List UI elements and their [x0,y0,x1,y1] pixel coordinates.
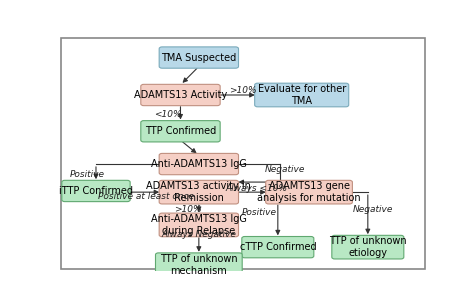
Text: ADAMTS13 activity in
Remission: ADAMTS13 activity in Remission [146,181,251,203]
Text: Positive: Positive [69,170,104,179]
Text: ADAMTS13 gene
analysis for mutation: ADAMTS13 gene analysis for mutation [257,181,361,203]
Text: Always Negative: Always Negative [162,230,236,239]
Text: >10%: >10% [174,205,201,214]
Text: iTTP Confirmed: iTTP Confirmed [59,186,133,196]
Text: Positive at least once: Positive at least once [98,192,194,201]
FancyBboxPatch shape [62,180,130,202]
Text: TMA Suspected: TMA Suspected [161,53,237,63]
Text: TTP of unknown
etiology: TTP of unknown etiology [329,236,407,258]
Text: Anti-ADAMTS13 IgG: Anti-ADAMTS13 IgG [151,159,247,169]
FancyBboxPatch shape [159,213,238,237]
FancyBboxPatch shape [242,237,314,258]
Text: <10%: <10% [154,110,182,119]
Text: Evaluate for other
TMA: Evaluate for other TMA [257,84,346,106]
FancyBboxPatch shape [159,154,238,175]
FancyBboxPatch shape [159,47,238,68]
FancyBboxPatch shape [255,83,349,107]
Text: TTP of unknown
mechanism: TTP of unknown mechanism [160,254,237,275]
FancyBboxPatch shape [266,180,352,204]
Text: cTTP Confirmed: cTTP Confirmed [239,242,316,252]
FancyBboxPatch shape [141,84,220,106]
Text: Positive: Positive [242,208,277,217]
Text: Anti-ADAMTS13 IgG
during Relapse: Anti-ADAMTS13 IgG during Relapse [151,214,247,236]
FancyBboxPatch shape [61,38,425,269]
Text: Negative: Negative [353,205,393,214]
FancyBboxPatch shape [332,235,404,259]
Text: Negative: Negative [265,165,305,174]
Text: ADAMTS13 Activity: ADAMTS13 Activity [134,90,227,100]
Text: TTP Confirmed: TTP Confirmed [145,126,216,136]
FancyBboxPatch shape [155,253,242,277]
FancyBboxPatch shape [141,121,220,142]
FancyBboxPatch shape [159,180,238,204]
Text: >10%: >10% [229,86,257,95]
Text: Always <10%: Always <10% [226,184,288,193]
